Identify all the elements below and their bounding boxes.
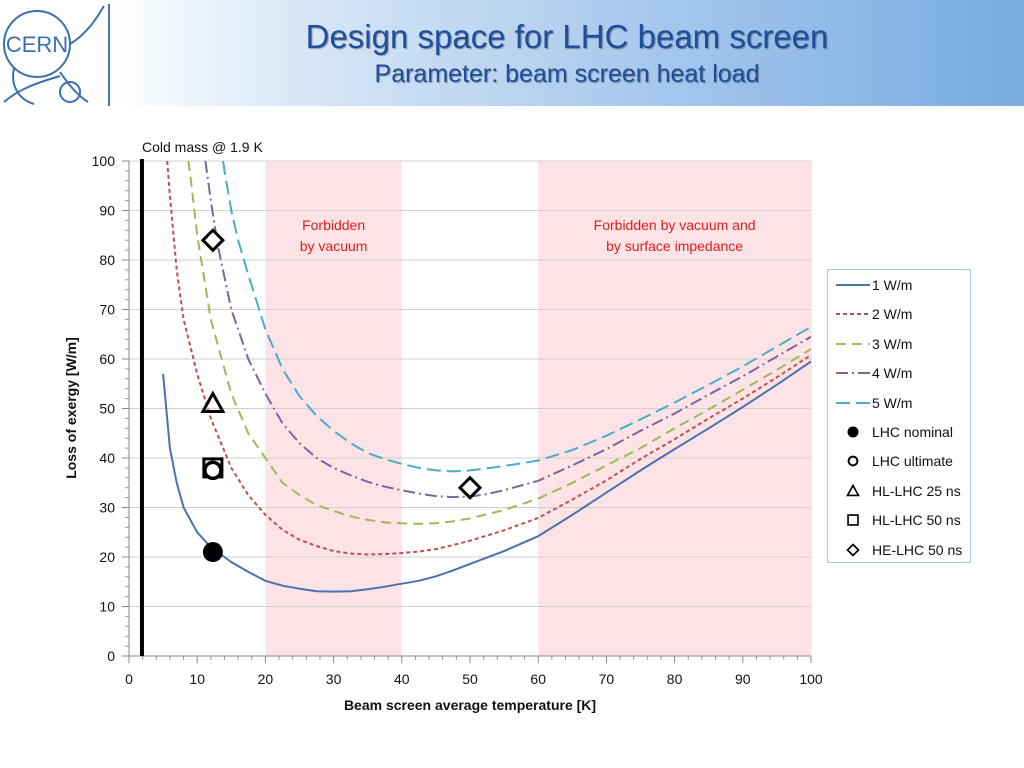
x-tick-label: 0 — [125, 671, 133, 687]
marker-lhc-nominal — [202, 542, 223, 563]
legend-marker-3-label: HL-LHC 25 ns — [872, 482, 961, 499]
logo-divider — [108, 4, 110, 106]
legend-series-5: 5 W/m — [828, 392, 970, 414]
legend-marker-shape — [847, 456, 859, 467]
legend-marker-4-swatch — [847, 514, 859, 526]
marker-he-lhc-50-ns — [200, 228, 226, 253]
series-line-5 — [222, 161, 811, 473]
y-tick-label: 0 — [107, 648, 115, 664]
legend-marker — [847, 456, 859, 467]
legend-marker — [847, 514, 859, 526]
legend-marker — [846, 483, 860, 497]
chart-legend: 1 W/m 2 W/m 3 W/m 4 W/m 5 W/m LHC nominal LHC … — [827, 269, 971, 563]
legend-marker-1-swatch — [847, 426, 859, 438]
slide-header: CERN Design space for LHC beam screen Pa… — [0, 0, 1024, 106]
slide-title: Design space for LHC beam screen — [305, 18, 829, 55]
legend-series-4: 4 W/m — [828, 362, 970, 384]
legend-marker-4: HL-LHC 50 ns — [828, 509, 970, 531]
y-tick-label: 10 — [99, 599, 115, 615]
legend-series-1-label: 1 W/m — [872, 277, 913, 293]
legend-marker-4-label: HL-LHC 50 ns — [872, 512, 961, 529]
legend-series-1-swatch — [836, 284, 870, 286]
legend-marker-shape — [846, 483, 860, 497]
legend-marker — [847, 426, 859, 438]
x-tick-label: 60 — [530, 671, 546, 687]
marker-lhc-ultimate — [203, 460, 223, 481]
legend-marker-1-label: LHC nominal — [872, 424, 953, 440]
forbidden-label-1: Forbidden — [302, 217, 365, 233]
cold-mass-label: Cold mass @ 1.9 K — [142, 139, 263, 155]
x-tick-label: 70 — [599, 671, 615, 687]
y-axis-label: Loss of exergy [W/m] — [63, 337, 79, 479]
y-tick-label: 60 — [99, 351, 115, 367]
legend-series-5-swatch — [836, 401, 870, 404]
legend-series-2: 2 W/m — [828, 303, 970, 325]
series-line-3 — [187, 161, 811, 525]
legend-series-5-label: 5 W/m — [872, 394, 913, 411]
legend-marker-5: HE-LHC 50 ns — [828, 539, 970, 561]
marker-hl-lhc-25-ns — [200, 390, 226, 414]
legend-marker-shape — [847, 514, 859, 526]
y-tick-label: 50 — [99, 401, 115, 417]
legend-marker-2-label: LHC ultimate — [872, 453, 953, 470]
x-axis-label: Beam screen average temperature [K] — [344, 697, 596, 713]
y-tick-label: 100 — [92, 153, 116, 169]
legend-series-4-swatch — [836, 372, 870, 375]
legend-series-3: 3 W/m — [828, 333, 970, 355]
x-tick-label: 10 — [189, 671, 205, 687]
slide-subtitle: Parameter: beam screen heat load — [374, 60, 760, 88]
cern-logo-icon: CERN — [3, 5, 105, 105]
forbidden-label-2: by surface impedance — [606, 238, 743, 254]
forbidden-label-1: by vacuum — [300, 238, 368, 254]
legend-marker-2: LHC ultimate — [828, 450, 970, 472]
legend-marker-shape — [847, 426, 859, 438]
marker-he-lhc-50-ns — [457, 475, 483, 500]
legend-marker-1: LHC nominal — [828, 421, 970, 443]
legend-marker-3: HL-LHC 25 ns — [828, 480, 970, 502]
series-line-2 — [166, 161, 811, 556]
legend-series-1: 1 W/m — [828, 274, 970, 296]
svg-text:CERN: CERN — [6, 32, 68, 57]
legend-marker-5-swatch — [846, 542, 860, 557]
legend-marker-5-label: HE-LHC 50 ns — [872, 541, 963, 558]
x-tick-label: 30 — [326, 671, 342, 687]
series-line-4 — [204, 161, 811, 499]
legend-series-4-label: 4 W/m — [872, 365, 913, 382]
y-tick-label: 20 — [99, 549, 115, 565]
legend-series-2-label: 2 W/m — [872, 306, 913, 323]
y-tick-label: 90 — [99, 203, 115, 219]
y-tick-label: 40 — [99, 450, 115, 466]
legend-marker — [846, 542, 860, 557]
x-tick-label: 80 — [667, 671, 683, 687]
legend-marker-3-swatch — [846, 483, 860, 497]
x-tick-label: 100 — [799, 671, 823, 687]
forbidden-label-2: Forbidden by vacuum and — [594, 217, 756, 233]
legend-series-3-swatch — [836, 342, 870, 345]
y-tick-label: 80 — [99, 252, 115, 268]
x-tick-label: 50 — [462, 671, 478, 687]
legend-marker-2-swatch — [847, 456, 859, 467]
x-tick-label: 40 — [394, 671, 410, 687]
legend-series-3-label: 3 W/m — [872, 335, 913, 352]
y-tick-label: 70 — [99, 302, 115, 318]
legend-series-2-swatch — [836, 313, 870, 316]
y-tick-label: 30 — [99, 500, 115, 516]
legend-marker-shape — [846, 542, 860, 557]
x-tick-label: 20 — [258, 671, 274, 687]
x-tick-label: 90 — [735, 671, 751, 687]
